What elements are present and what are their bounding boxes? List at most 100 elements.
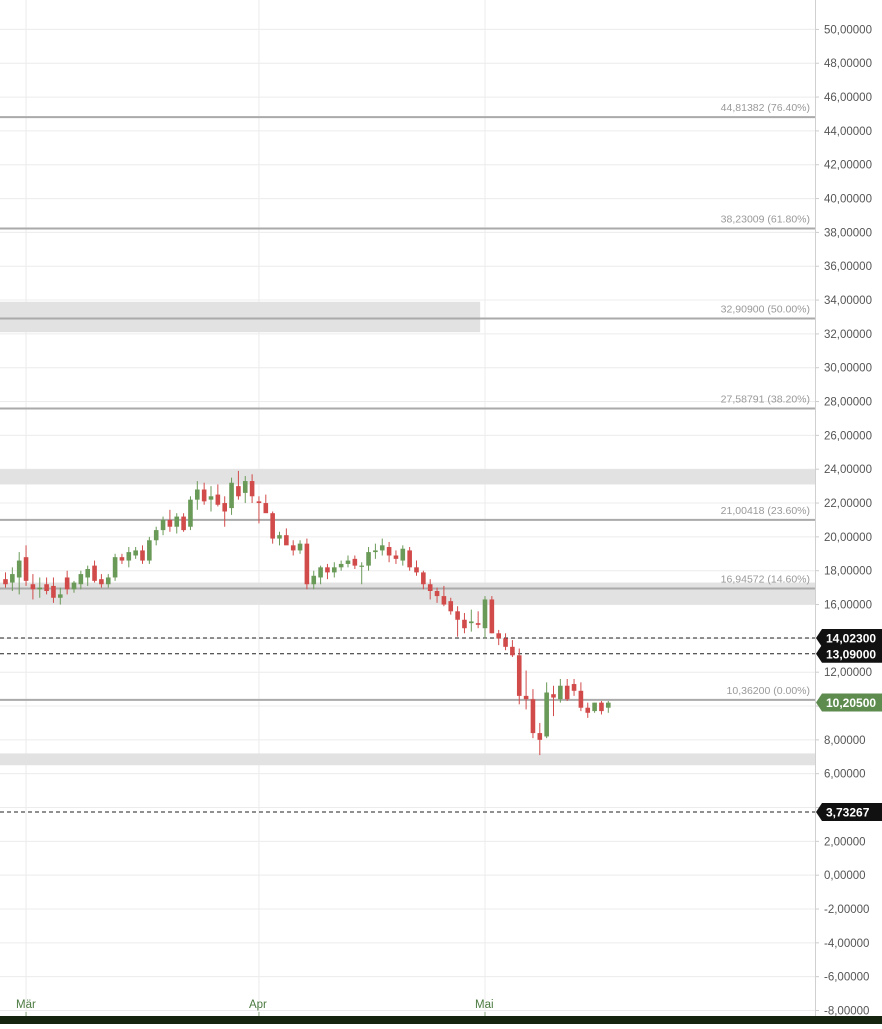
candle-down xyxy=(407,550,412,568)
y-tick-label: 38,00000 xyxy=(824,227,872,239)
candle-up xyxy=(400,548,406,561)
y-tick-label: 16,00000 xyxy=(824,600,872,612)
candle-up xyxy=(85,569,90,578)
candle-up xyxy=(277,535,282,539)
y-tick-label: 28,00000 xyxy=(824,397,872,409)
y-tick-label: 2,00000 xyxy=(824,836,866,848)
candle-up xyxy=(174,516,180,527)
candle-down xyxy=(441,596,447,605)
candle-up xyxy=(373,550,378,553)
candle-up xyxy=(366,552,371,566)
x-tick-label: Apr xyxy=(249,999,267,1011)
candle-down xyxy=(64,577,70,590)
candle-up xyxy=(160,519,166,531)
candle-up xyxy=(78,574,84,585)
candle-up xyxy=(469,621,474,624)
zone-band xyxy=(0,469,815,485)
candle-down xyxy=(99,579,104,585)
candle-down xyxy=(270,513,275,539)
dashed-level-badge-label: 14,02300 xyxy=(826,631,876,645)
candle-up xyxy=(153,530,159,541)
candle-down xyxy=(181,516,186,531)
fib-level-label: 16,94572 (14.60%) xyxy=(721,574,810,586)
candle-down xyxy=(23,557,29,581)
dashed-level-badge xyxy=(816,644,882,663)
candle-up xyxy=(58,594,63,598)
bottom-bar xyxy=(0,1016,882,1024)
fib-level-label: 27,58791 (38.20%) xyxy=(721,394,810,406)
y-tick-label: 36,00000 xyxy=(824,261,872,273)
candle-up xyxy=(71,582,77,590)
candle-down xyxy=(44,584,49,592)
y-tick-label: 0,00000 xyxy=(824,870,866,882)
support-resistance-zones xyxy=(0,301,815,766)
candle-down xyxy=(523,695,529,700)
candle-down xyxy=(236,486,241,497)
candle-down xyxy=(503,638,508,647)
fib-level-label: 44,81382 (76.40%) xyxy=(721,102,810,114)
candle-down xyxy=(496,633,501,639)
candle-down xyxy=(92,565,97,581)
candle-down xyxy=(140,550,145,561)
candle-down xyxy=(393,555,399,559)
candle-down xyxy=(462,619,467,629)
candle-down xyxy=(448,601,454,612)
y-tick-label: 26,00000 xyxy=(824,430,872,442)
dashed-level-badge xyxy=(816,628,882,647)
candle-up xyxy=(592,702,597,712)
x-axis[interactable]: Mär Apr Mai xyxy=(0,999,882,1024)
y-tick-label: 12,00000 xyxy=(824,667,872,679)
candle-up xyxy=(195,489,200,500)
fib-level-label: 21,00418 (23.60%) xyxy=(721,505,810,517)
fibonacci-levels[interactable]: 44,81382 (76.40%) 38,23009 (61.80%) 32,909… xyxy=(0,102,815,701)
price-badges: 14,02300 13,09000 3,73267 10,20500 xyxy=(816,628,882,822)
candle-up xyxy=(359,565,364,567)
zone-band xyxy=(0,753,815,766)
x-tick-label: Mär xyxy=(16,999,36,1011)
candle-up xyxy=(147,540,152,561)
candle-up xyxy=(112,557,118,578)
candle-down xyxy=(489,599,495,634)
dashed-level-badge xyxy=(816,803,882,822)
dashed-level-badge-label: 3,73267 xyxy=(826,806,870,820)
candle-down xyxy=(386,547,392,556)
candle-down xyxy=(421,572,426,585)
candle-down xyxy=(325,567,330,573)
candle-up xyxy=(606,702,611,708)
candle-down xyxy=(578,690,584,708)
x-tick-label: Mai xyxy=(475,999,494,1011)
fib-level-label: 32,90900 (50.00%) xyxy=(721,304,810,316)
candle-down xyxy=(263,503,269,514)
candle-up xyxy=(133,550,138,556)
y-axis[interactable]: -8,00000 -6,00000 -4,00000 -2,00000 0,00000 2… xyxy=(815,0,872,1018)
candle-up xyxy=(105,577,111,585)
last-price-badge xyxy=(816,693,882,712)
candle-down xyxy=(30,584,36,590)
candle-down xyxy=(571,684,577,691)
candle-down xyxy=(51,585,56,598)
candle-up xyxy=(297,543,303,551)
y-tick-label: 30,00000 xyxy=(824,363,872,375)
candle-up xyxy=(338,563,344,568)
y-tick-label: -2,00000 xyxy=(824,904,869,916)
y-tick-label: 8,00000 xyxy=(824,735,866,747)
candle-up xyxy=(188,499,193,527)
candle-down xyxy=(564,685,570,700)
y-tick-label: 18,00000 xyxy=(824,566,872,578)
candle-down xyxy=(304,543,310,585)
candle-down xyxy=(249,481,255,497)
candle-down xyxy=(3,579,8,585)
dashed-levels[interactable] xyxy=(0,637,815,813)
candle-down xyxy=(530,699,536,734)
candle-up xyxy=(126,552,132,561)
y-tick-label: 20,00000 xyxy=(824,532,872,544)
candle-down xyxy=(290,545,296,551)
candle-down xyxy=(475,623,481,625)
candle-up xyxy=(242,481,248,493)
candle-up xyxy=(544,692,549,737)
y-tick-label: -6,00000 xyxy=(824,972,869,984)
candlestick-series xyxy=(3,470,611,756)
candle-down xyxy=(427,584,433,592)
